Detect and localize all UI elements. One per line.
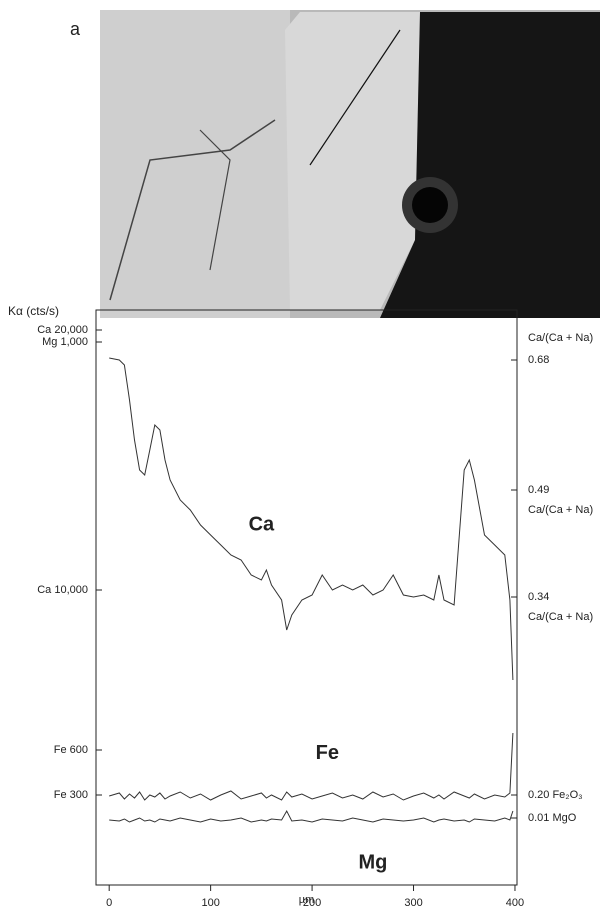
series-label: Ca: [249, 513, 275, 535]
x-tick-label: 300: [404, 897, 422, 907]
series-line: [109, 732, 514, 801]
y2-tick-heading: Ca/(Ca + Na): [528, 504, 593, 516]
series-line: [109, 809, 514, 823]
y2-tick-label: 0.49: [528, 484, 549, 496]
y2-tick-label: 0.01 MgO: [528, 812, 577, 824]
y-tick-label: Ca 20,000: [37, 324, 88, 336]
y-axis-label: Kα (cts/s): [8, 304, 59, 318]
series-label: Fe: [316, 742, 339, 764]
photo-crack: [199, 129, 231, 271]
profile-line: [309, 29, 401, 166]
micrograph: [100, 10, 600, 318]
x-tick-label: 100: [201, 897, 219, 907]
photo-dark-region: [380, 12, 600, 318]
photo-crack: [109, 119, 276, 301]
plot-frame: [95, 309, 518, 886]
y2-tick-label: 0.34: [528, 591, 549, 603]
y2-tick-label: 0.20 Fe₂O₃: [528, 789, 583, 801]
series-line: [109, 357, 514, 681]
photo-bubble-core: [412, 187, 448, 223]
y2-tick-heading: Ca/(Ca + Na): [528, 332, 593, 344]
x-axis-label: µm: [299, 894, 315, 906]
photo-left-crystal: [100, 10, 290, 318]
x-tick-label: 200: [303, 897, 321, 907]
y2-tick-label: 0.68: [528, 354, 549, 366]
y-tick-label: Fe 600: [54, 744, 88, 756]
panel-label: a: [70, 19, 81, 39]
y-tick-label: Mg 1,000: [42, 336, 88, 348]
series-label: Mg: [359, 851, 388, 873]
x-tick-label: 0: [106, 897, 112, 907]
x-tick-label: 400: [506, 897, 524, 907]
photo-crystal: [285, 12, 420, 310]
y-tick-label: Ca 10,000: [37, 584, 88, 596]
y2-tick-heading: Ca/(Ca + Na): [528, 611, 593, 623]
y-tick-label: Fe 300: [54, 789, 88, 801]
